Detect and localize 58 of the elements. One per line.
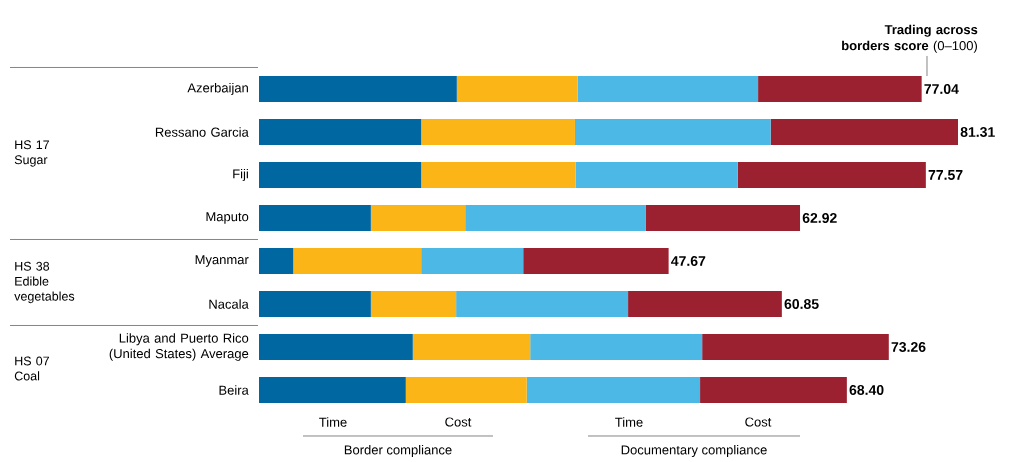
text: HS 17 Sugar (14, 140, 50, 167)
bar (574, 119, 771, 145)
bar (758, 76, 922, 102)
bar (259, 76, 457, 102)
bar (575, 162, 738, 188)
text: HS 38 Edible vegetables (14, 261, 75, 304)
text: HS 07 Coal (14, 356, 50, 381)
text: Border compliance (344, 444, 452, 458)
annotation: 68.40 (849, 385, 884, 395)
bar (259, 290, 371, 317)
bar (737, 162, 926, 188)
y-tick-label: Beira (219, 385, 249, 395)
bar (523, 247, 669, 274)
series-label: Time (615, 417, 643, 427)
text: Documentary compliance (621, 444, 767, 458)
bar (259, 205, 371, 231)
annotation: 60.85 (784, 299, 819, 309)
bar (370, 290, 457, 317)
y-tick-label: Maputo (206, 212, 249, 224)
annotation: 77.04 (924, 84, 959, 94)
bar (421, 119, 575, 145)
bar (259, 247, 294, 274)
bar (456, 76, 578, 102)
bar (405, 376, 527, 403)
bar (370, 205, 466, 231)
bar (577, 76, 759, 102)
bar (465, 205, 646, 231)
series-label: Time (319, 417, 347, 427)
text: 81.31 (960, 127, 995, 137)
annotation: 77.57 (928, 170, 963, 180)
bar (628, 290, 782, 317)
series-label: Cost (445, 417, 472, 427)
bar (770, 119, 958, 145)
annotation: 73.26 (891, 342, 926, 352)
bar (293, 247, 422, 274)
annotation: 62.92 (802, 213, 837, 223)
bar (259, 119, 422, 145)
annotation: 47.67 (671, 256, 706, 266)
y-tick-label: Libya and Puerto Rico (United States) Average (109, 333, 249, 361)
bar (530, 333, 703, 360)
y-tick-label: Azerbaijan (187, 82, 248, 96)
y-tick-label: Fiji (233, 168, 248, 182)
y-tick-label: Nacala (209, 299, 249, 309)
bar (259, 333, 413, 360)
bar (526, 376, 701, 403)
bar (421, 162, 576, 188)
bar (412, 333, 531, 360)
bar (456, 290, 629, 317)
bar (645, 205, 801, 231)
y-tick-label: Myanmar (195, 255, 249, 267)
bar (259, 376, 406, 403)
y-tick-label: Ressano Garcia (155, 127, 249, 137)
bar (259, 162, 422, 188)
chart-title: Trading across borders score (0–100) (842, 24, 978, 53)
bar (421, 247, 524, 274)
bar (702, 333, 889, 360)
series-label: Cost (745, 417, 772, 427)
bar (700, 376, 847, 403)
